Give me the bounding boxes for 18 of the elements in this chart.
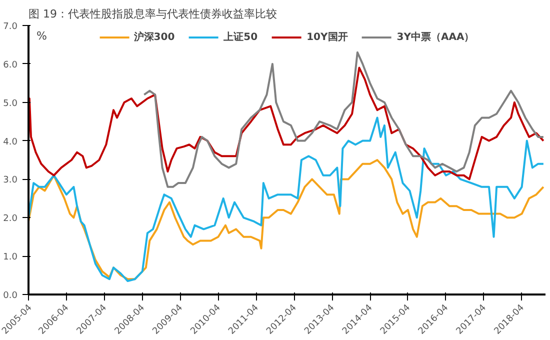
y-tick-label: 6.0	[3, 60, 18, 70]
legend-label: 3Y中票（AAA）	[396, 30, 474, 44]
line-series	[28, 116, 544, 282]
y-tick-label: 2.0	[3, 214, 18, 224]
y-tick-label: 4.0	[3, 137, 18, 148]
y-axis-title: %	[36, 30, 47, 42]
legend-label: 上证50	[224, 30, 258, 44]
line-series	[143, 51, 544, 188]
line-series	[28, 159, 544, 280]
y-tick-label: 0.0	[3, 291, 18, 301]
chart-title: 图 19：代表性股指股息率与代表性债券收益率比较	[28, 8, 277, 20]
y-tick-label: 3.0	[3, 176, 18, 186]
line-series	[28, 66, 544, 180]
y-tick-label: 1.0	[3, 252, 18, 263]
y-tick-label: 7.0	[3, 22, 18, 32]
legend-label: 10Y国开	[306, 31, 348, 44]
legend-label: 沪深300	[134, 30, 175, 44]
y-tick-label: 5.0	[3, 98, 18, 109]
